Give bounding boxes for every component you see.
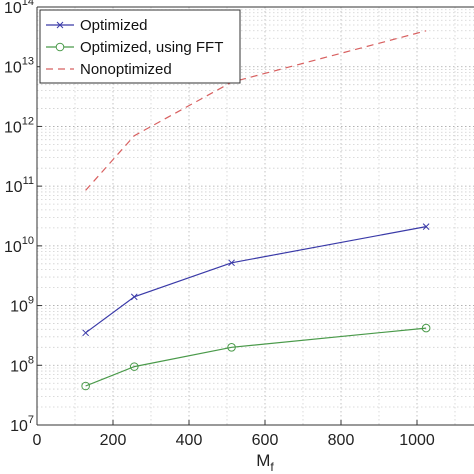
data-point-x-marker: [82, 329, 89, 337]
y-tick-exponent: 12: [22, 115, 34, 127]
legend-label-1: Optimized: [80, 17, 148, 34]
y-tick-base: 10: [10, 299, 28, 316]
y-tick-label: 109: [10, 295, 34, 316]
data-point-x-marker: [130, 293, 138, 301]
y-tick-label: 1014: [4, 0, 34, 17]
y-tick-label: 1010: [4, 235, 34, 256]
legend-label-3: Nonoptimized: [80, 61, 172, 78]
y-tick-exponent: 9: [28, 295, 34, 307]
y-tick-base: 10: [4, 60, 22, 77]
y-tick-label: 1012: [4, 115, 34, 136]
legend: Optimized Optimized, using FFT Nonoptimize…: [39, 9, 241, 84]
data-point-circle-marker: [421, 323, 431, 333]
data-point-circle-marker: [227, 343, 236, 352]
x-tick-label: 1000: [399, 432, 435, 449]
y-tick-exponent: 10: [22, 235, 34, 247]
y-tick-base: 10: [10, 358, 28, 375]
y-tick-base: 10: [10, 418, 28, 435]
series-line-1: [85, 226, 427, 334]
legend-marker-circle: [55, 42, 65, 52]
x-tick-label: 600: [252, 432, 279, 449]
y-tick-base: 10: [4, 239, 22, 256]
y-tick-label: 1013: [4, 56, 34, 77]
y-tick-label: 107: [10, 414, 34, 435]
y-tick-exponent: 13: [22, 56, 34, 68]
y-tick-label: 1011: [5, 175, 34, 196]
series-line-3: [85, 30, 427, 191]
y-tick-exponent: 7: [28, 414, 34, 426]
y-tick-label: 108: [10, 354, 34, 375]
y-tick-base: 10: [5, 179, 23, 196]
x-tick-label: 800: [328, 432, 355, 449]
data-point-circle-marker: [129, 362, 139, 371]
data-point-x-marker: [228, 259, 235, 267]
axes: [36, 6, 474, 426]
x-tick-label: 0: [33, 432, 42, 449]
y-tick-exponent: 8: [28, 354, 34, 366]
y-tick-exponent: 14: [22, 0, 34, 8]
y-tick-base: 10: [4, 0, 22, 17]
series-line-2: [85, 327, 427, 387]
x-axis-title-main: M: [256, 451, 270, 470]
legend-label-2: Optimized, using FFT: [80, 39, 223, 56]
x-axis-title-subscript: f: [270, 460, 274, 474]
data-point-circle-marker: [81, 381, 90, 391]
x-axis-title: Mf: [256, 451, 274, 474]
series-group: [81, 30, 431, 391]
grid: [37, 7, 474, 425]
tick-labels: 0 200 400 600 800 100010710810910101011101210…: [4, 0, 435, 474]
x-tick-label: 400: [176, 432, 203, 449]
y-tick-exponent: 11: [23, 175, 34, 187]
legend-marker-x: [56, 21, 64, 29]
data-point-x-marker: [422, 223, 430, 230]
y-tick-base: 10: [4, 119, 22, 136]
x-tick-label: 200: [100, 432, 127, 449]
